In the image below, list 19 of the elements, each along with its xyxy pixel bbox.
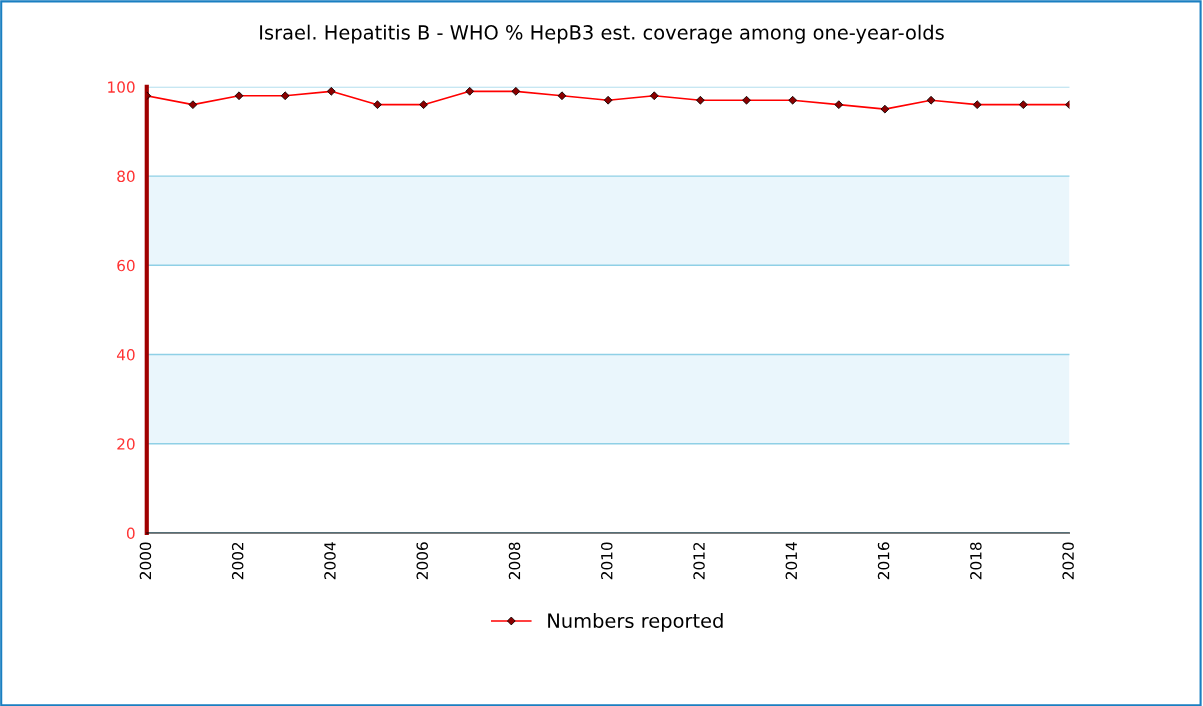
- y-tick-label: 80: [117, 170, 135, 183]
- legend-label: Numbers reported: [548, 613, 723, 632]
- x-tick-label: 2016: [877, 542, 890, 580]
- x-tick-label: 2000: [139, 542, 152, 580]
- x-tick-label: 2018: [970, 542, 982, 580]
- y-tick-label: 20: [117, 438, 135, 450]
- x-tick-label: 2006: [416, 542, 429, 580]
- y-tick-label: 0: [126, 527, 135, 540]
- x-tick-label: 2004: [324, 542, 336, 580]
- x-tick-label: 2012: [693, 542, 705, 580]
- chart-title: Israel. Hepatitis B - WHO % HepB3 est. coverage among one-year-olds: [260, 24, 944, 44]
- y-tick-label: 100: [108, 81, 135, 93]
- x-tick-label: 2020: [1062, 542, 1074, 580]
- x-tick-label: 2014: [785, 542, 798, 580]
- x-tick-label: 2008: [508, 542, 521, 580]
- y-tick-label: 60: [117, 259, 135, 272]
- x-tick-label: 2010: [600, 542, 613, 580]
- y-tick-label: 40: [116, 349, 135, 361]
- x-tick-label: 2002: [231, 542, 244, 580]
